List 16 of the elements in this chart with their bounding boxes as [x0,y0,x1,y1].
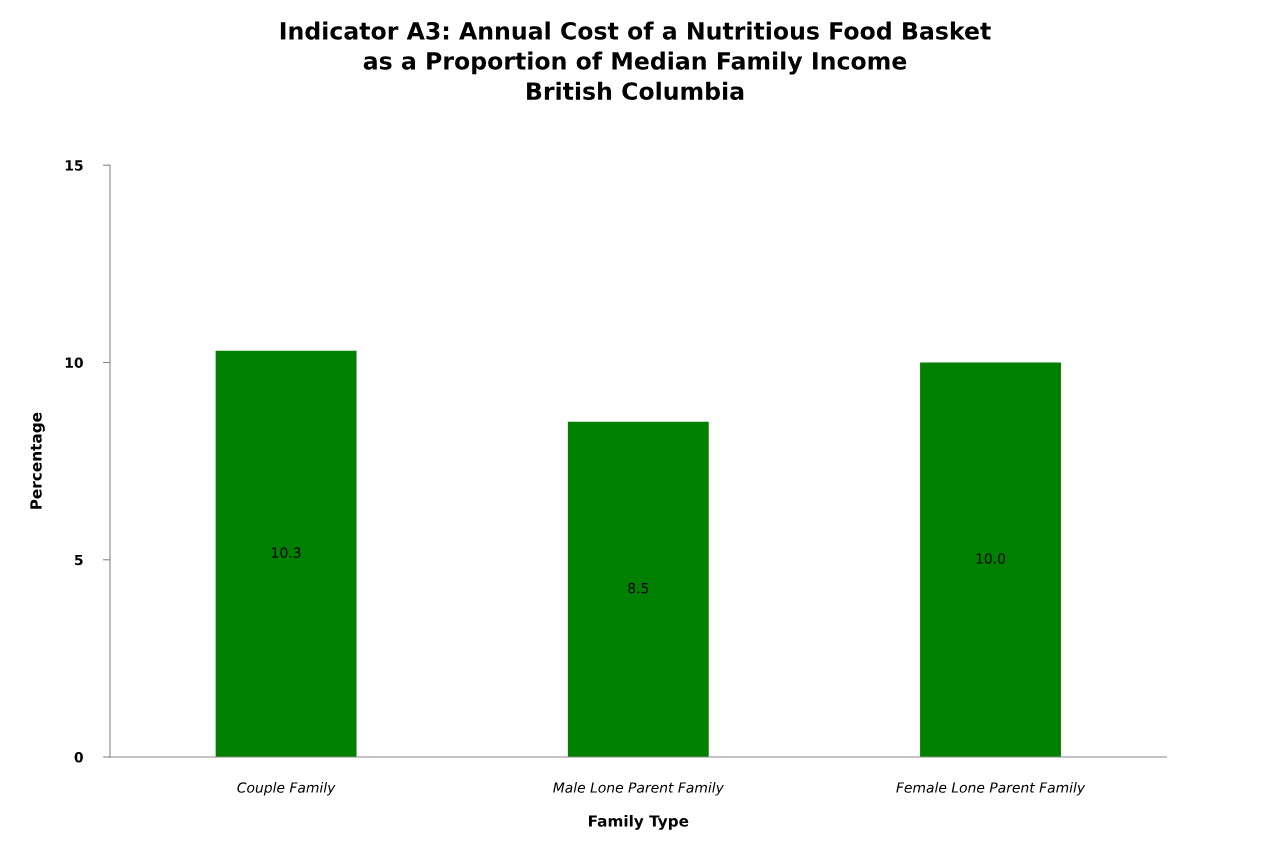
y-tick-label: 0 [74,752,83,763]
bar [567,421,709,758]
data-label: 10.0 [976,553,1006,564]
bar [215,350,357,758]
chart-title: Indicator A3: Annual Cost of a Nutritious Food Basket as a Proportion of Median Family Income British Columbia [280,21,991,100]
data-label: 8.5 [628,582,649,594]
x-tick-label: Couple Family [237,782,336,796]
y-tick-label: 15 [65,160,83,171]
y-tick-label: 10 [65,357,83,368]
x-axis-title: Family Type [589,814,689,830]
bar [920,362,1061,758]
y-axis-title: Percentage [30,412,45,509]
x-tick-label: Female Lone Parent Family [896,782,1086,796]
y-tick-label: 5 [75,554,83,566]
x-tick-label: Male Lone Parent Family [553,782,724,796]
data-label: 10.3 [272,547,301,558]
